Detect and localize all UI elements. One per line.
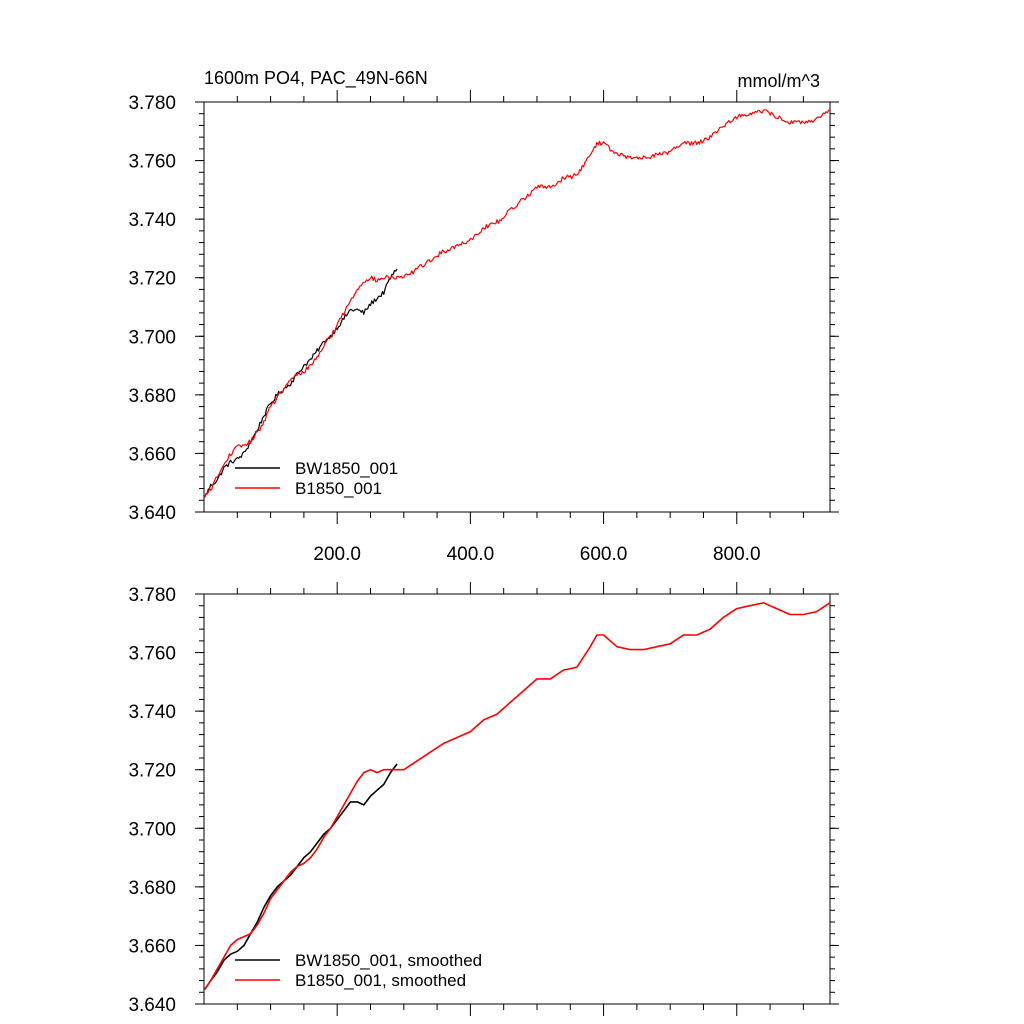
y-tick-label: 3.680	[128, 878, 176, 899]
y-tick-label: 3.680	[128, 386, 176, 407]
series-line-bw1850-001-smoothed	[204, 763, 398, 990]
series-line-bw1850-001	[204, 268, 398, 498]
x-tick-label: 600.0	[580, 544, 628, 565]
chart-title: 1600m PO4, PAC_49N-66N	[204, 68, 428, 89]
series-line-b1850-001-smoothed	[204, 602, 831, 990]
y-tick-label: 3.740	[128, 210, 176, 231]
legend-label: BW1850_001	[295, 459, 398, 478]
y-tick-label: 3.640	[128, 995, 176, 1016]
y-tick-label: 3.780	[128, 585, 176, 606]
y-tick-label: 3.700	[128, 819, 176, 840]
plot-frame	[203, 101, 831, 513]
y-tick-label: 3.740	[128, 702, 176, 723]
plot-frame	[203, 593, 831, 1005]
y-tick-label: 3.760	[128, 152, 176, 173]
legend-label: BW1850_001, smoothed	[295, 951, 482, 970]
y-tick-label: 3.660	[128, 936, 176, 957]
series-line-b1850-001	[204, 109, 831, 498]
y-tick-label: 3.700	[128, 327, 176, 348]
y-tick-label: 3.640	[128, 503, 176, 524]
top-panel: 3.640 3.660 3.680 3.700 3.720 3.740 3.760 3.780…	[128, 90, 839, 565]
bottom-panel: 3.640 3.660 3.680 3.700 3.720 3.740 3.760 3.780…	[128, 582, 839, 1016]
y-tick-label: 3.720	[128, 269, 176, 290]
y-tick-label: 3.780	[128, 93, 176, 114]
x-tick-label: 800.0	[713, 544, 761, 565]
y-tick-label: 3.660	[128, 444, 176, 465]
x-tick-label: 400.0	[447, 544, 495, 565]
y-tick-label: 3.720	[128, 761, 176, 782]
legend-label: B1850_001, smoothed	[295, 971, 466, 990]
chart-units: mmol/m^3	[738, 71, 820, 91]
legend-label: B1850_001	[295, 479, 382, 498]
x-tick-label: 200.0	[313, 544, 361, 565]
y-tick-label: 3.760	[128, 644, 176, 665]
